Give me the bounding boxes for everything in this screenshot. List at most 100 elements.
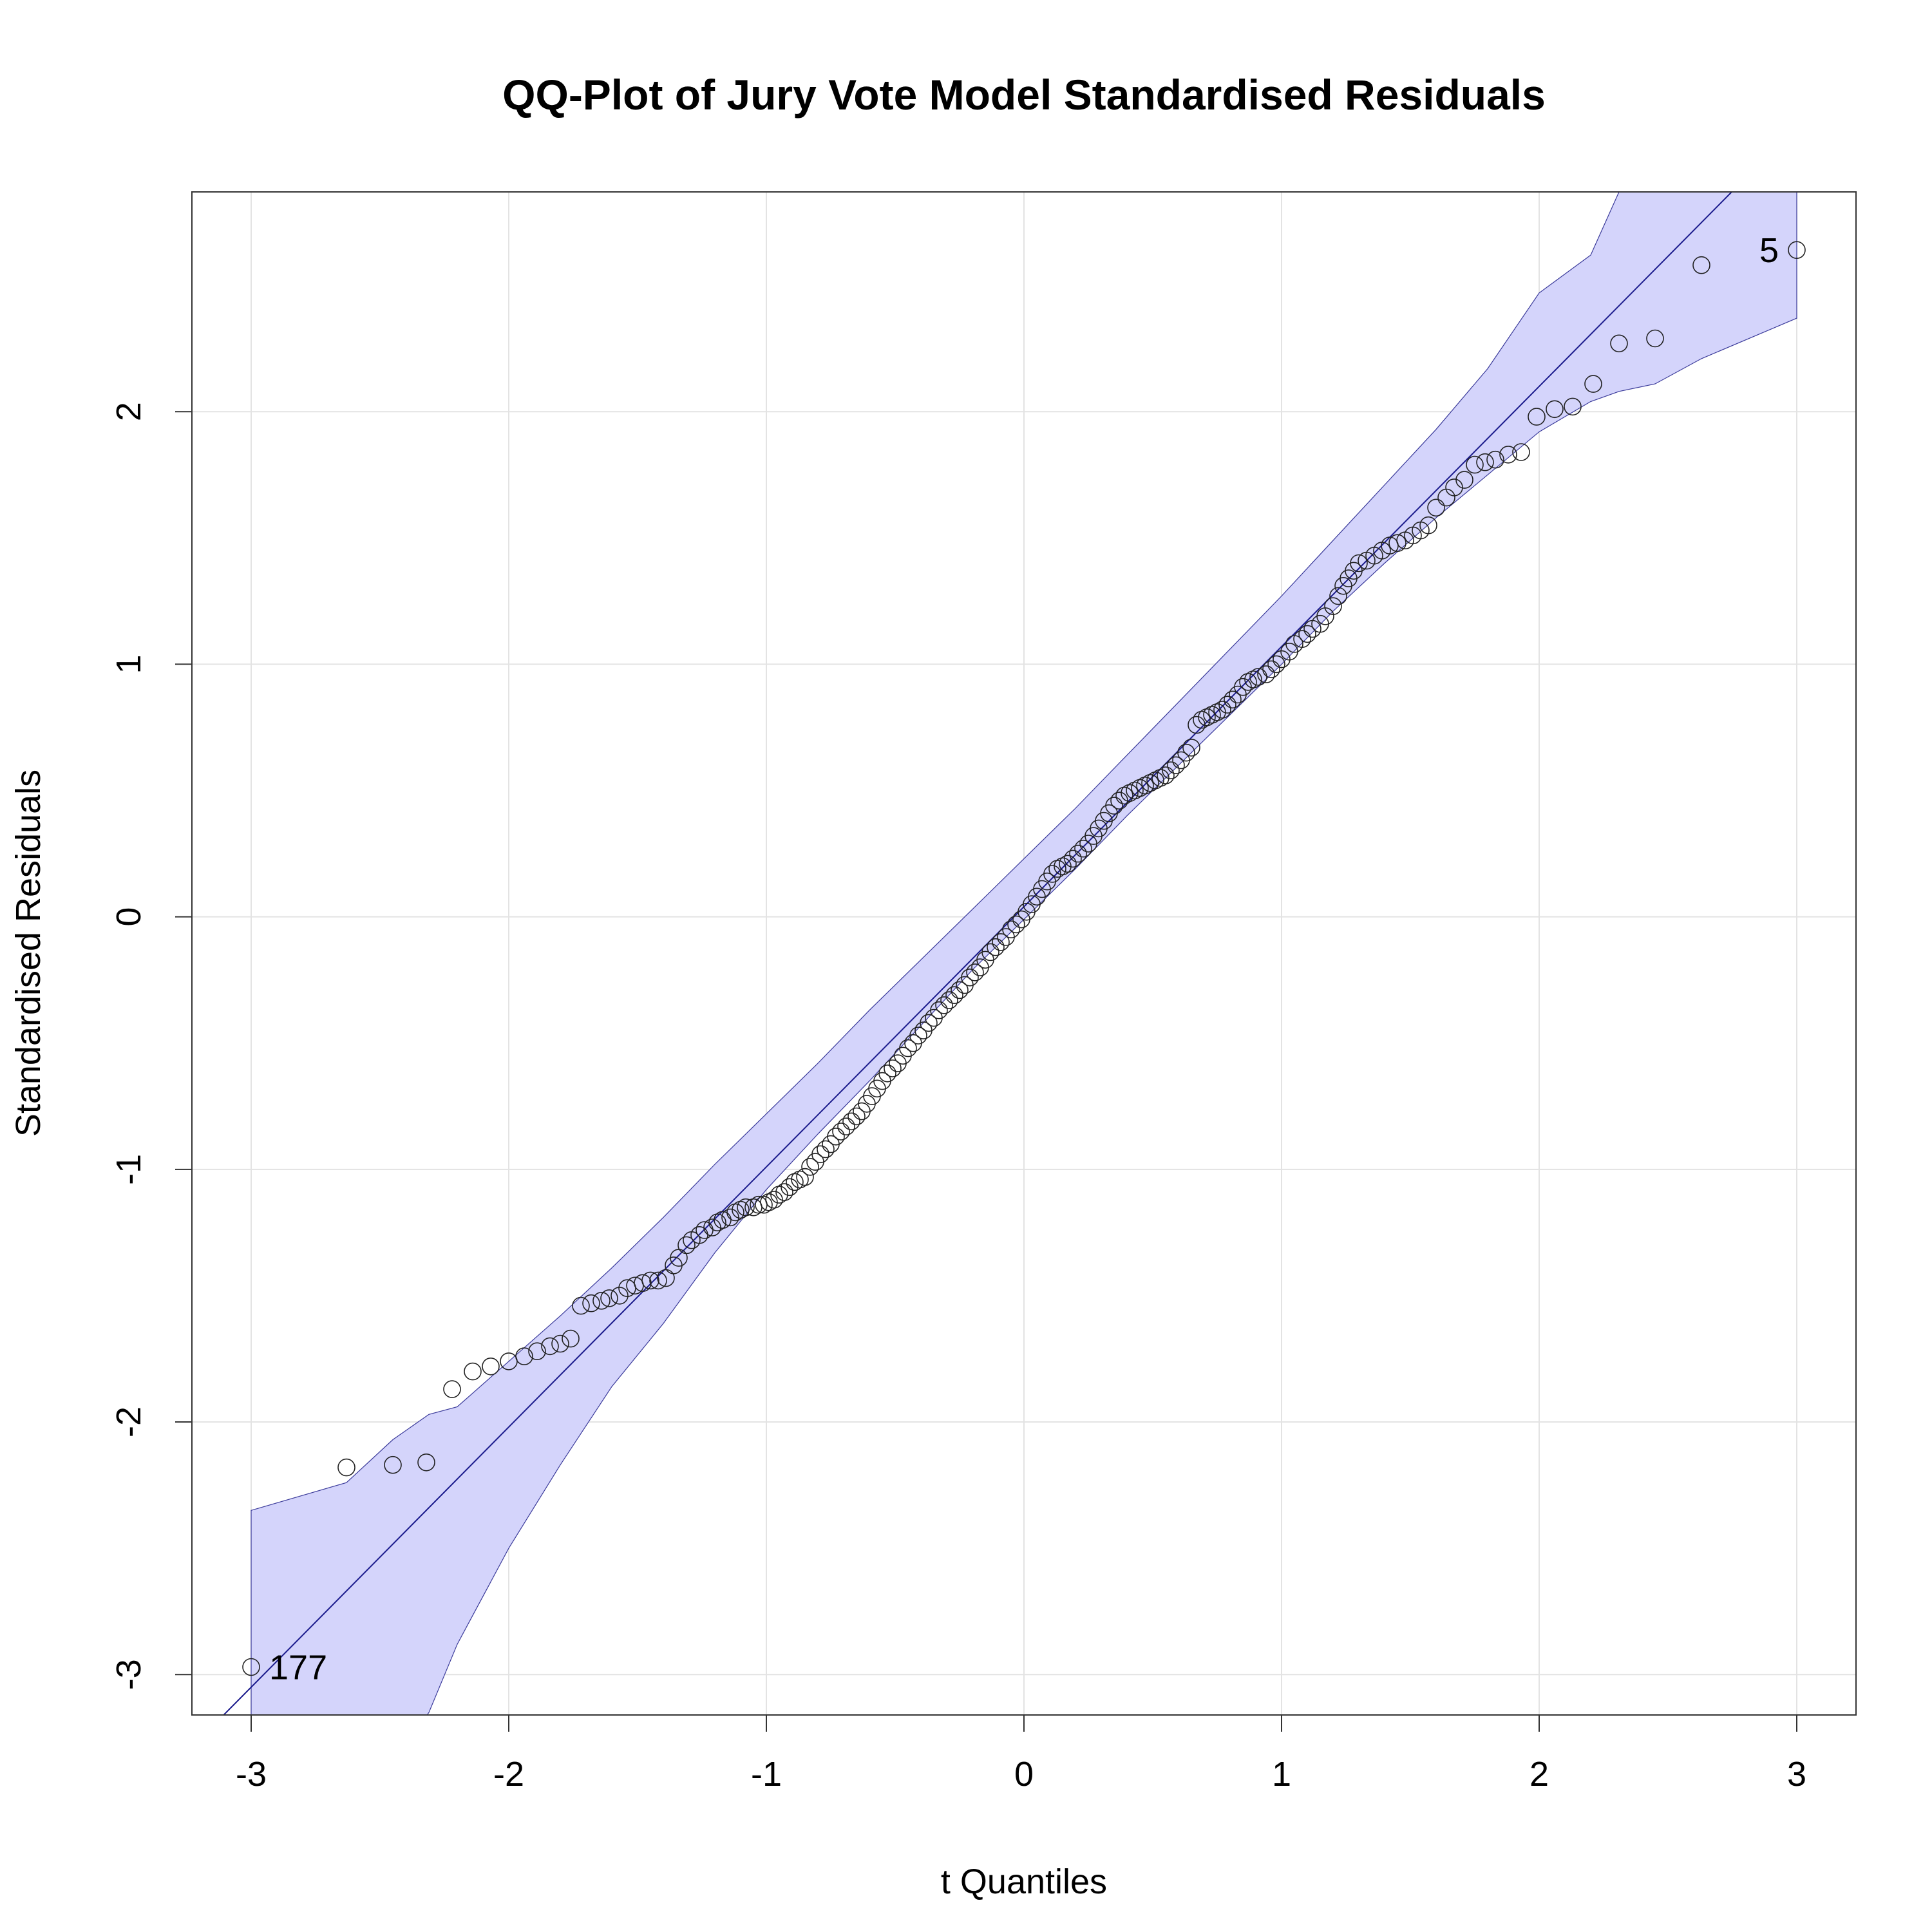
data-point	[1121, 784, 1139, 802]
data-point	[981, 943, 999, 961]
data-point	[801, 1158, 819, 1176]
data-point	[899, 1039, 917, 1057]
data-point	[1193, 710, 1211, 729]
x-tick-label: -3	[236, 1755, 267, 1794]
data-point	[1528, 408, 1546, 426]
points-layer	[242, 241, 1806, 1676]
data-point	[572, 1296, 590, 1315]
data-point	[765, 1191, 783, 1209]
data-point	[1692, 256, 1710, 274]
x-axis: -3 -2 -1 0 1 2 3	[236, 1715, 1806, 1794]
data-point	[935, 996, 953, 1014]
data-point	[1002, 920, 1020, 938]
data-point	[878, 1065, 896, 1083]
data-point	[1646, 329, 1664, 348]
y-tick-label: -3	[109, 1659, 148, 1690]
chart-title: QQ-Plot of Jury Vote Model Standardised …	[502, 71, 1546, 118]
y-axis-label: Standardised Residuals	[9, 770, 48, 1137]
x-tick-label: 2	[1530, 1755, 1549, 1794]
data-point	[853, 1102, 871, 1121]
data-point	[791, 1170, 809, 1189]
data-point	[1273, 650, 1291, 668]
x-tick-label: 0	[1014, 1755, 1034, 1794]
data-point	[1512, 443, 1530, 461]
data-point	[1564, 397, 1582, 416]
data-point	[482, 1358, 500, 1376]
data-point	[781, 1178, 799, 1197]
data-point	[592, 1292, 611, 1310]
data-point	[1182, 739, 1200, 757]
data-point	[703, 1218, 721, 1236]
data-point	[384, 1455, 402, 1474]
data-point	[1059, 855, 1077, 873]
data-point	[1198, 708, 1216, 726]
data-point	[1136, 776, 1154, 795]
data-point	[1218, 696, 1236, 714]
data-point	[1074, 839, 1092, 858]
data-point	[721, 1208, 739, 1227]
confidence-band	[251, 192, 1797, 1715]
data-point	[337, 1458, 355, 1477]
y-tick-label: 2	[109, 402, 148, 421]
data-point	[1007, 915, 1025, 934]
data-point	[1239, 673, 1257, 691]
data-point	[796, 1168, 814, 1186]
data-point	[443, 1380, 461, 1398]
data-point	[417, 1454, 435, 1472]
data-point	[1324, 597, 1342, 616]
data-point	[1224, 690, 1242, 709]
data-point	[1126, 781, 1144, 800]
data-point	[1262, 660, 1280, 679]
data-point	[551, 1334, 569, 1353]
data-point	[732, 1200, 750, 1219]
data-point	[1244, 670, 1262, 688]
data-point	[775, 1183, 793, 1201]
data-point	[889, 1054, 907, 1072]
data-point	[1043, 865, 1061, 883]
data-point	[1427, 498, 1445, 517]
data-point	[1115, 786, 1133, 805]
data-point	[1466, 455, 1484, 474]
data-point	[1203, 706, 1221, 724]
data-point	[1064, 849, 1082, 868]
data-point	[726, 1203, 744, 1222]
data-point	[842, 1112, 860, 1131]
confidence-band-layer	[251, 192, 1797, 1715]
data-point	[1131, 779, 1149, 797]
data-point	[884, 1059, 902, 1077]
data-point	[858, 1095, 876, 1113]
data-point	[770, 1186, 788, 1204]
data-point	[1329, 587, 1347, 605]
x-axis-label: t Quantiles	[941, 1862, 1107, 1901]
data-point	[966, 963, 984, 981]
data-point	[1054, 857, 1072, 875]
data-point	[649, 1271, 667, 1290]
y-tick-label: 0	[109, 907, 148, 927]
data-point	[1455, 471, 1473, 489]
data-point	[562, 1329, 580, 1348]
data-point	[1151, 769, 1170, 787]
x-tick-label: -2	[493, 1755, 524, 1794]
data-point	[1105, 797, 1123, 815]
data-point	[863, 1087, 881, 1105]
data-point	[951, 981, 969, 999]
data-point	[760, 1193, 778, 1211]
y-axis: -3 -2 -1 0 1 2	[109, 402, 192, 1690]
data-point	[1213, 701, 1231, 719]
data-point	[1546, 400, 1564, 419]
point-annotation: 177	[269, 1648, 327, 1687]
data-point	[1476, 453, 1494, 471]
data-point	[1584, 375, 1602, 393]
data-point	[541, 1337, 559, 1356]
data-point	[1188, 715, 1206, 734]
data-point	[1788, 241, 1806, 260]
data-point	[1257, 665, 1275, 683]
data-point	[634, 1274, 652, 1293]
data-point	[827, 1128, 845, 1146]
data-point	[920, 1014, 938, 1032]
data-point	[528, 1342, 546, 1360]
data-point	[708, 1213, 726, 1231]
data-point	[945, 986, 963, 1004]
data-point	[1162, 761, 1180, 779]
